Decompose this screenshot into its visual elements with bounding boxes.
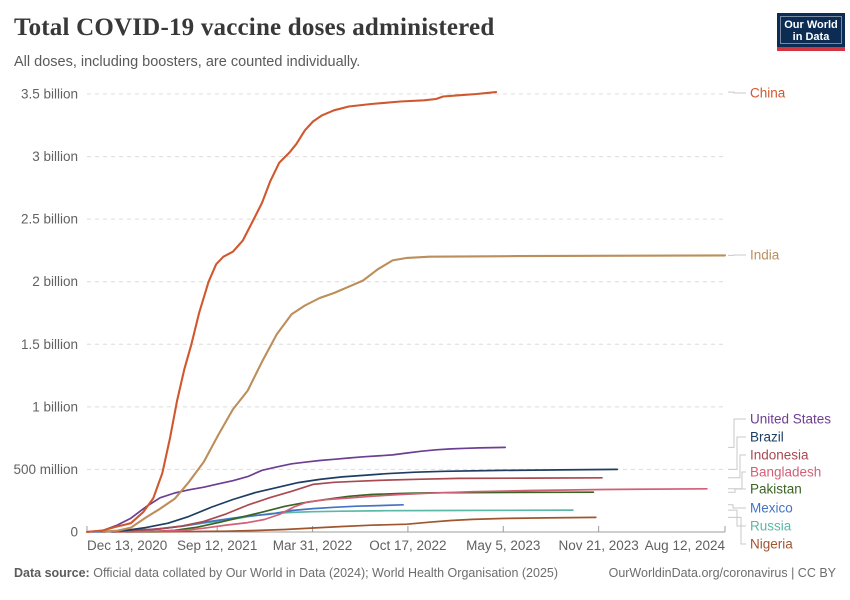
series-label-china[interactable]: China — [750, 86, 786, 101]
y-axis-tick-label: 1.5 billion — [21, 337, 78, 352]
series-label-connector — [728, 509, 746, 527]
series-label-united-states[interactable]: United States — [750, 412, 831, 427]
page-title: Total COVID-19 vaccine doses administere… — [14, 14, 495, 41]
y-axis-tick-label: 1 billion — [32, 399, 78, 414]
x-axis-tick-label: Aug 12, 2024 — [645, 538, 726, 553]
series-label-connector — [728, 504, 746, 509]
page-subtitle: All doses, including boosters, are count… — [14, 54, 361, 70]
owid-logo[interactable]: Our World in Data — [777, 13, 845, 51]
x-axis-tick-label: May 5, 2023 — [466, 538, 540, 553]
series-label-india[interactable]: India — [750, 248, 780, 263]
series-label-russia[interactable]: Russia — [750, 519, 792, 534]
y-axis-tick-label: 2 billion — [32, 274, 78, 289]
series-label-connector — [728, 436, 746, 470]
x-axis-tick-label: Mar 31, 2022 — [273, 538, 353, 553]
data-source-label: Data source: — [14, 566, 90, 580]
series-line-united-states[interactable] — [86, 446, 507, 533]
series-label-connector — [728, 488, 746, 493]
footer: Data source: Official data collated by O… — [0, 566, 850, 580]
series-label-pakistan[interactable]: Pakistan — [750, 482, 802, 497]
series-line-indonesia[interactable] — [100, 476, 603, 533]
series-label-indonesia[interactable]: Indonesia — [750, 448, 809, 463]
series-label-connector — [728, 91, 746, 94]
series-label-connector — [728, 418, 746, 448]
series-line-china[interactable] — [85, 91, 498, 533]
data-source-text: Official data collated by Our World in D… — [93, 566, 559, 580]
series-label-connector — [728, 471, 746, 490]
series-line-bangladesh[interactable] — [112, 487, 708, 533]
series-label-nigeria[interactable]: Nigeria — [750, 537, 793, 552]
x-axis-tick-label: Sep 12, 2021 — [177, 538, 257, 553]
y-axis-tick-label: 3.5 billion — [21, 87, 78, 102]
owid-coronavirus-link[interactable]: OurWorldinData.org/coronavirus | CC BY — [608, 566, 836, 580]
series-label-mexico[interactable]: Mexico — [750, 501, 793, 516]
y-axis-tick-label: 500 million — [13, 462, 78, 477]
owid-logo-text: Our World in Data — [780, 16, 842, 44]
series-label-connector — [728, 516, 746, 545]
series-line-india[interactable] — [102, 254, 727, 533]
series-label-brazil[interactable]: Brazil — [750, 430, 784, 445]
y-axis-tick-label: 3 billion — [32, 149, 78, 164]
data-source-note: Data source: Official data collated by O… — [14, 566, 558, 580]
x-axis-tick-label: Nov 21, 2023 — [558, 538, 638, 553]
series-line-nigeria[interactable] — [125, 516, 597, 533]
series-label-connector — [728, 454, 746, 479]
series-line-brazil[interactable] — [102, 468, 619, 533]
owid-logo-red-bar — [777, 47, 845, 51]
y-axis-tick-label: 2.5 billion — [21, 212, 78, 227]
y-axis-tick-label: 0 — [70, 525, 78, 540]
series-label-bangladesh[interactable]: Bangladesh — [750, 465, 821, 480]
x-axis-tick-label: Dec 13, 2020 — [87, 538, 167, 553]
x-axis-tick-label: Oct 17, 2022 — [369, 538, 446, 553]
